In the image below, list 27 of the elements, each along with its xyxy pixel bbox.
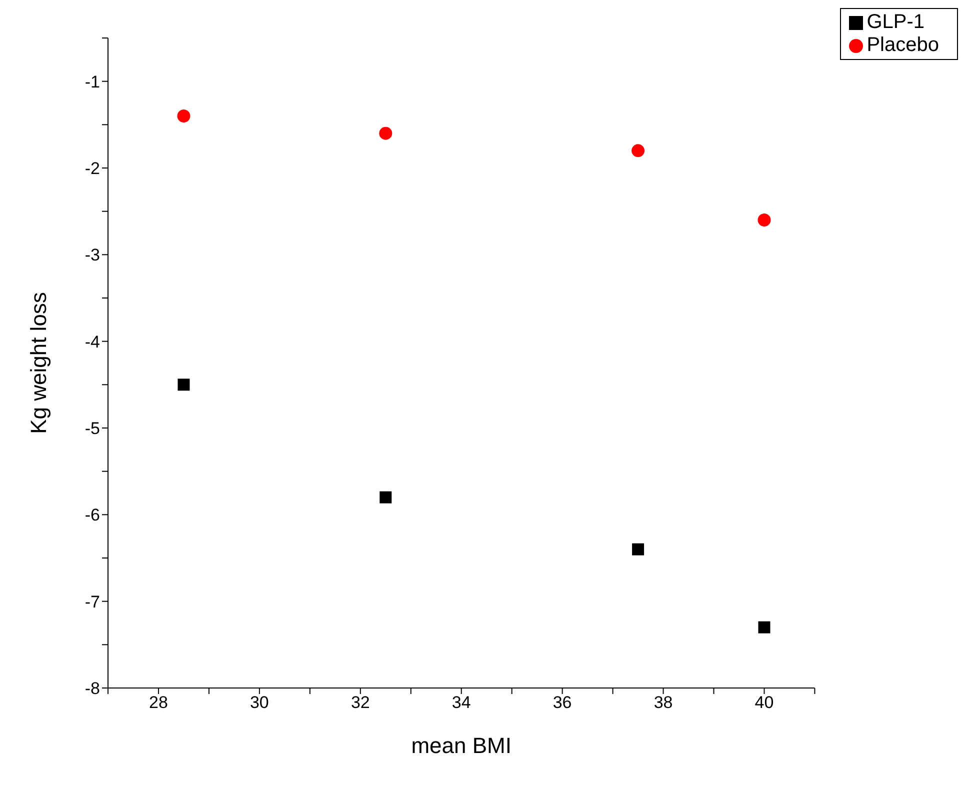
point xyxy=(177,110,190,122)
y-tick-label: -6 xyxy=(84,506,100,525)
legend-label: Placebo xyxy=(866,34,939,56)
x-tick-label: 40 xyxy=(754,693,774,712)
y-tick-label: -3 xyxy=(84,246,100,265)
x-tick-label: 38 xyxy=(654,693,673,712)
y-axis-title: Kg weight loss xyxy=(26,292,51,434)
y-tick-label: -8 xyxy=(84,679,100,698)
y-tick-label: -4 xyxy=(84,332,100,352)
point xyxy=(758,214,771,226)
point xyxy=(632,543,644,556)
y-tick-label: -2 xyxy=(84,159,100,178)
x-tick-label: 36 xyxy=(552,693,572,712)
y-tick-label: -5 xyxy=(84,419,100,438)
y-tick-label: -7 xyxy=(84,592,100,612)
point xyxy=(379,126,392,140)
x-tick-label: 32 xyxy=(350,693,370,712)
x-axis-title: mean BMI xyxy=(411,733,512,758)
x-tick-label: 34 xyxy=(452,693,471,712)
point xyxy=(758,621,770,634)
point xyxy=(380,491,392,504)
y-tick-label: -1 xyxy=(84,72,100,92)
x-tick-label: 28 xyxy=(149,693,168,712)
point xyxy=(632,144,645,158)
x-tick-label: 30 xyxy=(250,693,269,712)
legend-label: GLP-1 xyxy=(866,11,925,33)
point xyxy=(178,378,190,391)
